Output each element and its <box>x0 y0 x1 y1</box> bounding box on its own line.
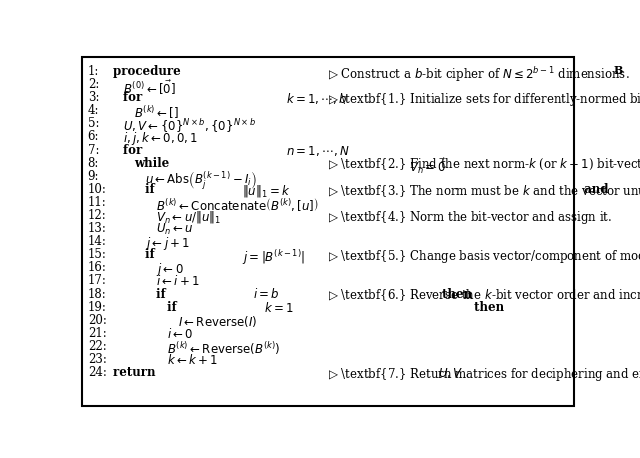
Text: 10:: 10: <box>88 183 107 196</box>
Text: $j \leftarrow 0$: $j \leftarrow 0$ <box>156 262 184 278</box>
Text: 15:: 15: <box>88 248 107 261</box>
Text: 23:: 23: <box>88 353 107 366</box>
Text: $i \leftarrow 0$: $i \leftarrow 0$ <box>167 327 193 341</box>
Text: for: for <box>124 91 147 104</box>
Text: $B^{(k)} \leftarrow \mathrm{Concatenate}\left(B^{(k)}, [u]\right)$: $B^{(k)} \leftarrow \mathrm{Concatenate}… <box>156 196 319 213</box>
Text: $\triangleright$ \textbf{4.} Norm the bit-vector and assign it.: $\triangleright$ \textbf{4.} Norm the bi… <box>328 209 612 226</box>
Text: $V_n = \vec{0}$: $V_n = \vec{0}$ <box>409 157 446 176</box>
Text: $\triangleright$ \textbf{2.} Find the next norm-$k$ (or $k+1$) bit-vector.: $\triangleright$ \textbf{2.} Find the ne… <box>328 157 640 172</box>
Text: 24:: 24: <box>88 366 107 379</box>
Text: 1:: 1: <box>88 65 99 78</box>
Text: if: if <box>156 288 170 300</box>
Text: 6:: 6: <box>88 131 99 143</box>
Text: if: if <box>145 248 159 261</box>
Text: 8:: 8: <box>88 157 99 169</box>
Text: $U_n \leftarrow u$: $U_n \leftarrow u$ <box>156 222 193 237</box>
Text: if: if <box>167 300 180 314</box>
Text: 2:: 2: <box>88 78 99 91</box>
Text: $n = 1, \cdots, N$: $n = 1, \cdots, N$ <box>287 143 350 158</box>
Text: 14:: 14: <box>88 235 107 248</box>
Text: 22:: 22: <box>88 340 106 353</box>
Text: 20:: 20: <box>88 314 107 327</box>
Text: $j = |B^{(k-1)}|$: $j = |B^{(k-1)}|$ <box>242 248 305 267</box>
Text: $I \leftarrow \mathrm{Reverse}\left(I\right)$: $I \leftarrow \mathrm{Reverse}\left(I\ri… <box>178 314 257 329</box>
Text: 11:: 11: <box>88 196 106 209</box>
Text: procedure: procedure <box>113 65 184 78</box>
Text: $U, V \leftarrow \{0\}^{N\times b}, \{0\}^{N\times b}$: $U, V \leftarrow \{0\}^{N\times b}, \{0\… <box>124 117 257 135</box>
Text: $i = b$: $i = b$ <box>253 288 279 301</box>
Text: $i \leftarrow i + 1$: $i \leftarrow i + 1$ <box>156 274 200 289</box>
Text: then: then <box>438 288 472 300</box>
Text: $\triangleright$ \textbf{7.} Return matrices for deciphering and enciphering.: $\triangleright$ \textbf{7.} Return matr… <box>328 366 640 383</box>
Text: $\triangleright$ \textbf{3.} The norm must be $k$ and the vector unused.: $\triangleright$ \textbf{3.} The norm mu… <box>328 183 640 198</box>
Text: $U, V$: $U, V$ <box>438 366 463 380</box>
Text: 9:: 9: <box>88 170 99 183</box>
Text: 5:: 5: <box>88 117 99 131</box>
Text: 17:: 17: <box>88 274 107 288</box>
Text: $\triangleright$ \textbf{6.} Reverse the $k$-bit vector order and increment $k$.: $\triangleright$ \textbf{6.} Reverse the… <box>328 288 640 303</box>
Text: 19:: 19: <box>88 300 107 314</box>
Text: $u \leftarrow \mathrm{Abs}\left(B_j^{(k-1)} - I_i\right)$: $u \leftarrow \mathrm{Abs}\left(B_j^{(k-… <box>145 170 257 192</box>
Text: $k \leftarrow k + 1$: $k \leftarrow k + 1$ <box>167 353 218 367</box>
Text: $k = 1, \cdots, b$: $k = 1, \cdots, b$ <box>287 91 348 106</box>
Text: $k = 1$: $k = 1$ <box>264 300 293 315</box>
Text: $\triangleright$ \textbf{1.} Initialize sets for differently-normed bit-vectors.: $\triangleright$ \textbf{1.} Initialize … <box>328 91 640 108</box>
Text: B: B <box>614 65 623 76</box>
Text: 3:: 3: <box>88 91 99 104</box>
Text: $j \leftarrow j + 1$: $j \leftarrow j + 1$ <box>145 235 190 252</box>
Text: and: and <box>580 183 613 196</box>
Text: 16:: 16: <box>88 262 107 274</box>
Text: $\triangleright$ \textbf{5.} Change basis vector/component of modification.: $\triangleright$ \textbf{5.} Change basi… <box>328 248 640 265</box>
Text: if: if <box>145 183 159 196</box>
Text: 7:: 7: <box>88 143 99 157</box>
Text: 21:: 21: <box>88 327 106 340</box>
Text: $B^{(k)} \leftarrow []$: $B^{(k)} \leftarrow []$ <box>134 104 179 121</box>
Text: $i, j, k \leftarrow 0, 0, 1$: $i, j, k \leftarrow 0, 0, 1$ <box>124 131 198 147</box>
Text: 12:: 12: <box>88 209 106 222</box>
Text: $\|u\|_1 = k$: $\|u\|_1 = k$ <box>242 183 291 199</box>
Text: then: then <box>470 300 504 314</box>
Text: $B^{(k)} \leftarrow \mathrm{Reverse}\left(B^{(k)}\right)$: $B^{(k)} \leftarrow \mathrm{Reverse}\lef… <box>167 340 280 357</box>
Text: 4:: 4: <box>88 104 99 117</box>
Text: $V_n \leftarrow u/\|u\|_1$: $V_n \leftarrow u/\|u\|_1$ <box>156 209 221 225</box>
Text: for: for <box>124 143 147 157</box>
Text: 18:: 18: <box>88 288 106 300</box>
Text: while: while <box>134 157 173 169</box>
Text: $\triangleright$ Construct a $b$-bit cipher of $N \leq 2^{b-1}$ dimensions.: $\triangleright$ Construct a $b$-bit cip… <box>328 65 630 84</box>
Text: 13:: 13: <box>88 222 107 235</box>
Text: $B^{(0)} \leftarrow [\vec{0}]$: $B^{(0)} \leftarrow [\vec{0}]$ <box>124 78 177 96</box>
Text: return: return <box>113 366 159 379</box>
